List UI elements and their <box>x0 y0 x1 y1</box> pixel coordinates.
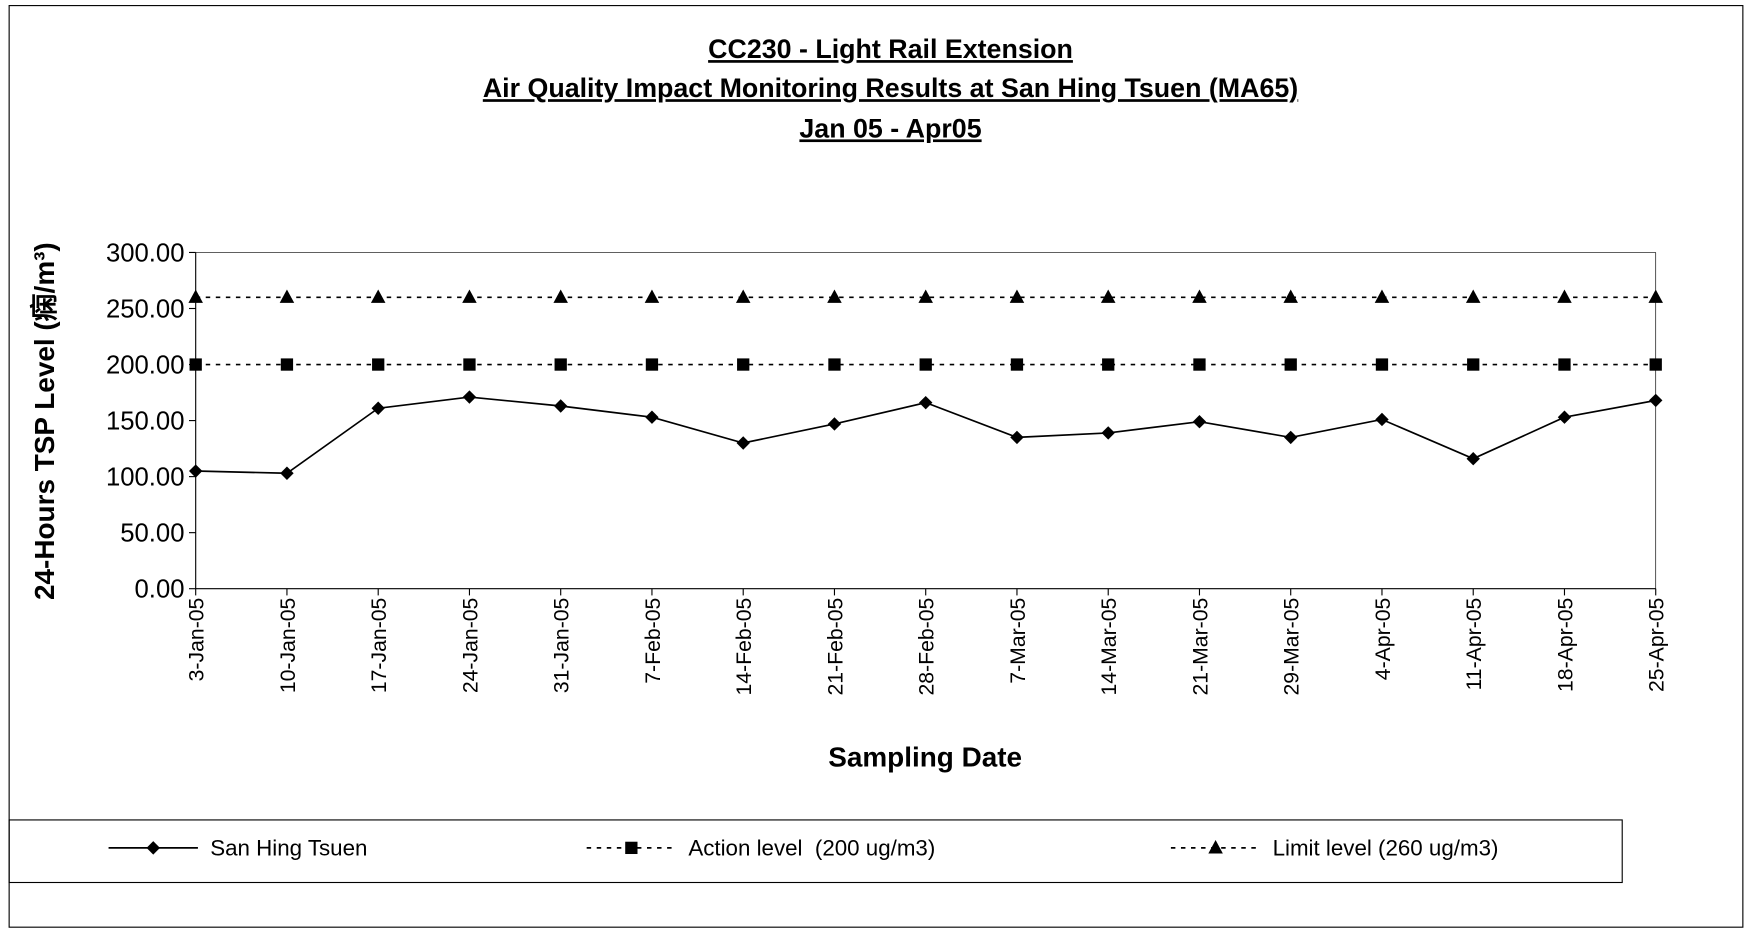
point-marker <box>188 289 203 303</box>
x-tick-label: 18-Apr-05 <box>1554 598 1577 692</box>
point-marker <box>1284 358 1297 371</box>
y-tick-label: 250.00 <box>106 295 185 323</box>
point-marker <box>645 410 659 424</box>
y-tick-label: 300.00 <box>106 239 185 267</box>
point-marker <box>189 358 202 371</box>
point-marker <box>1208 840 1223 854</box>
point-marker <box>462 390 477 404</box>
point-marker <box>1009 289 1025 303</box>
y-tick-label: 0.00 <box>135 576 185 604</box>
point-marker <box>370 289 386 303</box>
x-tick-label: 28-Feb-05 <box>916 598 939 696</box>
y-axis-title: 24-Hours TSP Level (痫/m³) <box>28 242 60 600</box>
point-marker <box>1374 289 1390 303</box>
x-tick-label: 11-Apr-05 <box>1463 598 1486 691</box>
y-tick-label: 100.00 <box>106 464 185 492</box>
legend-label: Limit level (260 ug/m3) <box>1273 836 1499 861</box>
chart-border <box>8 5 1744 928</box>
point-marker <box>645 358 659 371</box>
point-marker <box>644 289 660 303</box>
x-tick-label: 17-Jan-05 <box>368 598 391 694</box>
point-marker <box>1375 412 1389 427</box>
point-marker <box>1375 358 1389 371</box>
point-marker <box>280 466 294 480</box>
point-marker <box>371 401 385 415</box>
point-marker <box>1465 289 1481 303</box>
x-tick-label: 21-Mar-05 <box>1189 598 1212 696</box>
point-marker <box>828 358 841 371</box>
chart-title: Jan 05 - Apr05 <box>799 113 981 143</box>
point-marker <box>735 289 751 303</box>
point-marker <box>919 395 933 410</box>
x-tick-label: 21-Feb-05 <box>824 598 847 696</box>
point-marker <box>1467 358 1480 371</box>
point-marker <box>1100 289 1116 303</box>
y-tick-label: 200.00 <box>106 351 185 379</box>
x-tick-label: 31-Jan-05 <box>551 598 574 694</box>
point-marker <box>372 358 385 371</box>
x-tick-label: 14-Mar-05 <box>1098 598 1121 696</box>
point-marker <box>1649 358 1662 371</box>
point-marker <box>827 417 842 431</box>
x-tick-label: 29-Mar-05 <box>1281 598 1304 696</box>
legend-label: San Hing Tsuen <box>210 836 367 861</box>
point-marker <box>279 289 295 303</box>
point-marker <box>918 289 933 303</box>
chart-title: Air Quality Impact Monitoring Results at… <box>483 73 1298 103</box>
x-tick-label: 7-Mar-05 <box>1007 598 1030 684</box>
point-marker <box>625 841 638 855</box>
x-tick-label: 3-Jan-05 <box>186 598 209 682</box>
y-tick-label: 50.00 <box>120 520 184 548</box>
x-tick-label: 4-Apr-05 <box>1372 598 1395 681</box>
point-marker <box>146 841 160 855</box>
point-marker <box>1102 358 1115 371</box>
legend-label: Action level (200 ug/m3) <box>688 836 935 861</box>
point-marker <box>462 289 477 303</box>
point-marker <box>1558 358 1571 371</box>
x-tick-label: 25-Apr-05 <box>1646 598 1669 692</box>
point-marker <box>1192 289 1207 303</box>
point-marker <box>1193 358 1206 371</box>
point-marker <box>1010 430 1024 445</box>
point-marker <box>463 358 476 371</box>
y-tick-label: 150.00 <box>106 408 185 436</box>
point-marker <box>737 358 750 371</box>
point-marker <box>919 358 932 371</box>
point-marker <box>1101 426 1115 440</box>
point-marker <box>736 436 750 450</box>
point-marker <box>1648 289 1663 303</box>
x-tick-label: 24-Jan-05 <box>459 598 482 694</box>
chart-title: CC230 - Light Rail Extension <box>708 34 1073 64</box>
x-tick-label: 10-Jan-05 <box>277 598 300 694</box>
x-tick-label: 7-Feb-05 <box>642 598 665 684</box>
point-marker <box>827 289 842 303</box>
point-marker <box>188 464 203 478</box>
point-marker <box>1283 289 1298 303</box>
point-marker <box>1010 358 1024 371</box>
point-marker <box>1557 289 1572 303</box>
point-marker <box>554 358 567 371</box>
point-marker <box>554 399 568 413</box>
x-tick-label: 14-Feb-05 <box>733 598 756 696</box>
point-marker <box>280 358 294 371</box>
x-axis-title: Sampling Date <box>828 741 1022 772</box>
point-marker <box>1649 393 1663 408</box>
point-marker <box>553 289 568 303</box>
legend-box <box>8 819 1623 884</box>
